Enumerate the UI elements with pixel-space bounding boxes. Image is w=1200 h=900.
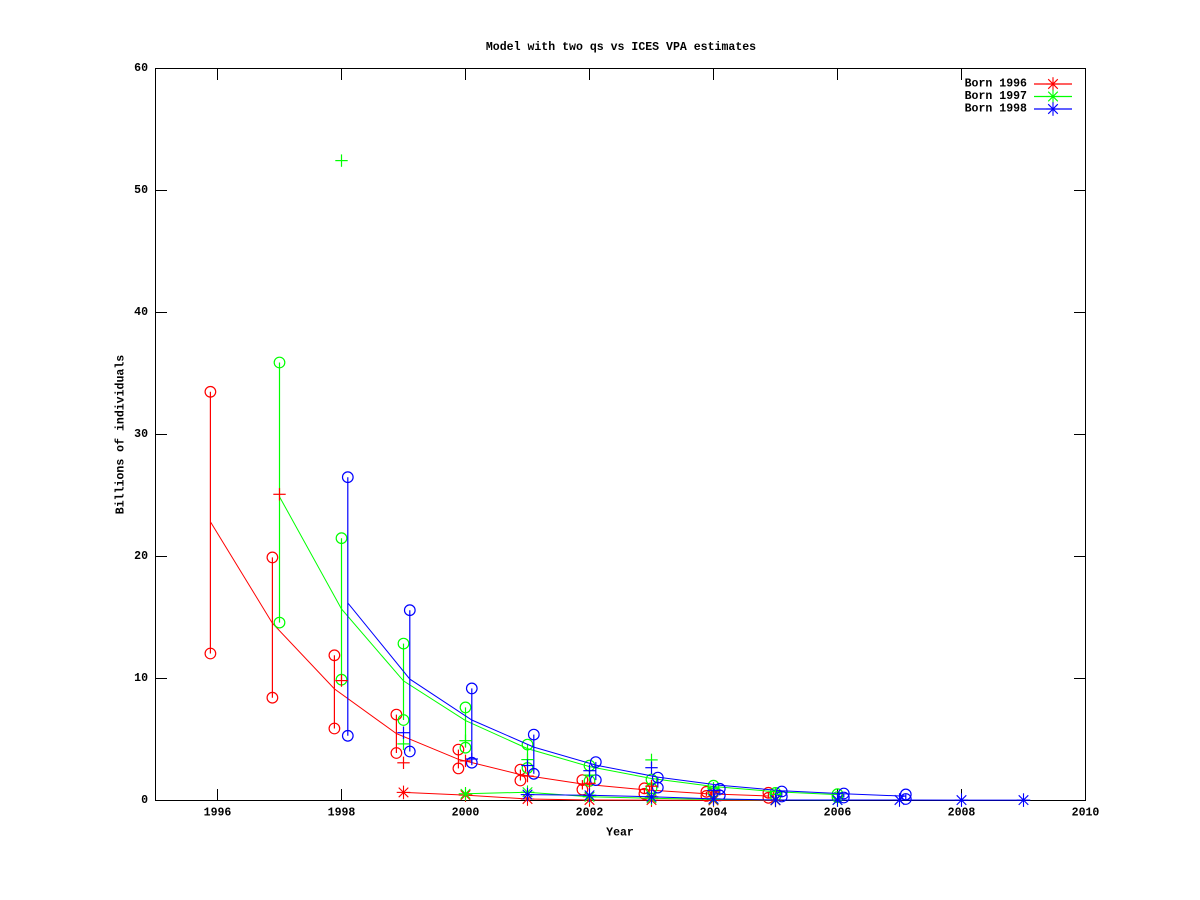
svg-text:10: 10 <box>134 672 148 685</box>
svg-text:Year: Year <box>606 827 634 840</box>
svg-text:2008: 2008 <box>948 807 976 820</box>
svg-text:Born 1996: Born 1996 <box>965 78 1027 91</box>
svg-text:2002: 2002 <box>576 807 604 820</box>
svg-text:40: 40 <box>134 306 148 319</box>
svg-text:2000: 2000 <box>452 807 480 820</box>
svg-text:30: 30 <box>134 428 148 441</box>
svg-text:60: 60 <box>134 62 148 75</box>
svg-text:Born 1998: Born 1998 <box>965 103 1027 116</box>
svg-text:2010: 2010 <box>1072 807 1100 820</box>
svg-text:1998: 1998 <box>328 807 356 820</box>
svg-text:Billions of individuals: Billions of individuals <box>115 355 128 514</box>
svg-text:Model with two qs vs ICES VPA: Model with two qs vs ICES VPA estimates <box>486 41 756 54</box>
svg-text:20: 20 <box>134 550 148 563</box>
svg-text:2006: 2006 <box>824 807 852 820</box>
svg-text:Born 1997: Born 1997 <box>965 90 1027 103</box>
svg-text:2004: 2004 <box>700 807 728 820</box>
svg-text:50: 50 <box>134 184 148 197</box>
svg-text:0: 0 <box>141 794 148 807</box>
svg-text:1996: 1996 <box>204 807 232 820</box>
